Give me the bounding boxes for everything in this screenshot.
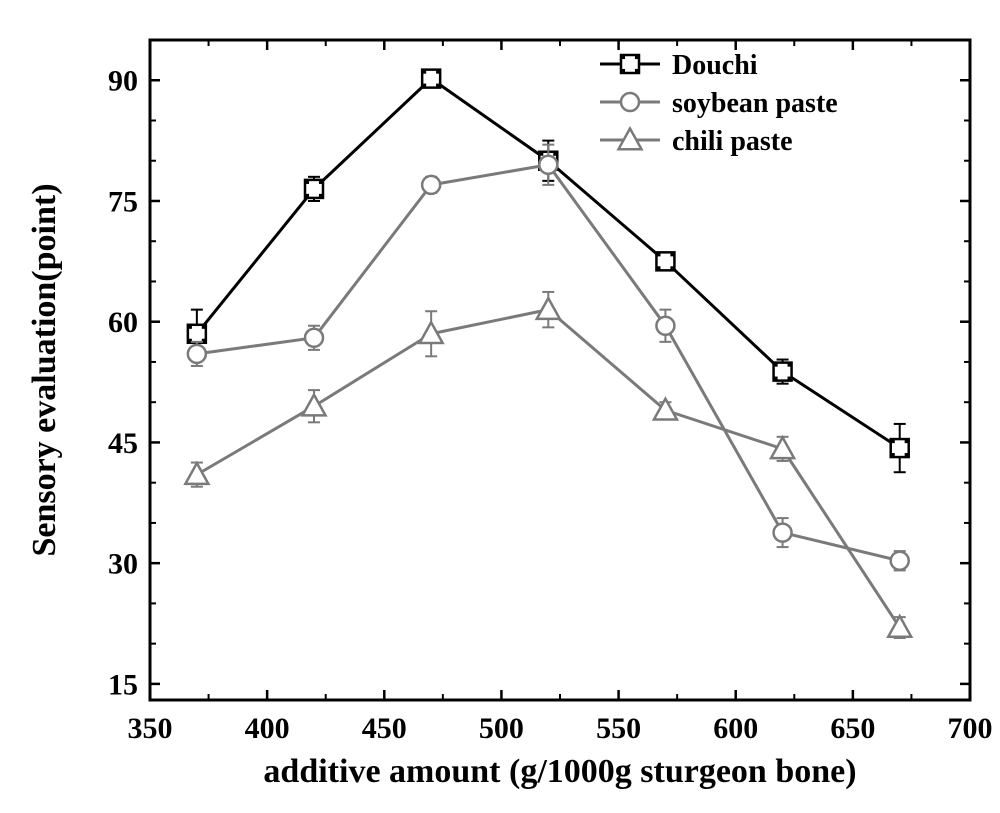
x-tick-label: 650 (830, 712, 875, 745)
x-tick-label: 700 (948, 712, 993, 745)
x-tick-label: 450 (362, 712, 407, 745)
x-tick-label: 350 (128, 712, 173, 745)
x-axis-label: additive amount (g/1000g sturgeon bone) (263, 753, 856, 790)
legend-item-soybean-paste: soybean paste (600, 88, 838, 119)
y-tick-label: 30 (108, 548, 138, 581)
y-axis-label: Sensory evaluation(point) (26, 183, 63, 556)
y-tick-label: 75 (108, 185, 138, 218)
legend-label: soybean paste (672, 88, 838, 119)
y-tick-label: 90 (108, 65, 138, 98)
sensory-evaluation-chart: 350 400 450 500 550 600 650 700 15 30 45 60 75 90 addi… (0, 0, 1000, 813)
legend-label: chili paste (672, 126, 793, 157)
legend-label: Douchi (672, 50, 758, 81)
legend-item-chili-paste: chili paste (600, 126, 793, 157)
series-chili-paste (185, 292, 911, 638)
legend-item-douchi: Douchi (600, 50, 758, 81)
plot-frame (150, 40, 970, 700)
x-tick-label: 550 (596, 712, 641, 745)
x-tick-label: 600 (713, 712, 758, 745)
x-tick-label: 400 (245, 712, 290, 745)
y-tick-label: 60 (108, 306, 138, 339)
series-douchi (188, 70, 909, 473)
y-tick-label: 45 (108, 427, 138, 460)
series-soybean-paste (188, 145, 909, 571)
x-tick-label: 500 (479, 712, 524, 745)
y-tick-label: 15 (108, 668, 138, 701)
